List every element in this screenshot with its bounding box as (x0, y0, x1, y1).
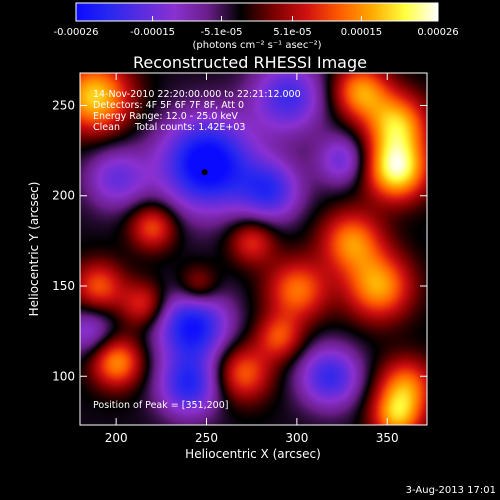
axis-ticks: 200 250 300 350 100 150 200 250 (52, 73, 427, 445)
x-tick-label: 350 (376, 431, 399, 445)
peak-marker (201, 169, 208, 176)
footer-date: 3-Aug-2013 17:01 (406, 485, 496, 496)
info-detectors: Detectors: 4F 5F 6F 7F 8F, Att 0 (93, 100, 244, 111)
colorbar: -0.00026 -0.00015 -5.1e-05 5.1e-05 0.00015 0.… (54, 2, 459, 51)
x-axis-label: Heliocentric X (arcsec) (185, 447, 321, 461)
colorbar-fill (75, 2, 439, 22)
colorbar-ticks: -0.00026 -0.00015 -5.1e-05 5.1e-05 0.00015 0.… (54, 16, 459, 38)
colorbar-tick-label: -0.00015 (130, 27, 175, 38)
y-axis-label: Heliocentric Y (arcsec) (27, 182, 41, 317)
colorbar-unit-label: (photons cm⁻² s⁻¹ asec⁻²) (192, 40, 321, 51)
info-clean-counts: Clean Total counts: 1.42E+03 (93, 122, 245, 133)
chart-title: Reconstructed RHESSI Image (133, 53, 367, 72)
colorbar-tick-label: 5.1e-05 (273, 27, 311, 38)
info-block: 14-Nov-2010 22:20:00.000 to 22:21:12.000… (93, 89, 301, 133)
y-tick-label: 150 (52, 279, 75, 293)
colorbar-tick-label: 0.00026 (417, 27, 458, 38)
x-tick-label: 300 (285, 431, 308, 445)
y-tick-label: 200 (52, 189, 75, 203)
info-time-range: 14-Nov-2010 22:20:00.000 to 22:21:12.000 (93, 89, 301, 100)
heatmap-image (80, 73, 427, 425)
y-tick-label: 100 (52, 369, 75, 383)
y-tick-label: 250 (52, 98, 75, 112)
colorbar-tick-label: -0.00026 (54, 27, 99, 38)
x-tick-label: 200 (105, 431, 128, 445)
info-energy-range: Energy Range: 12.0 - 25.0 keV (93, 111, 238, 122)
colorbar-tick-label: 0.00015 (341, 27, 382, 38)
colorbar-tick-label: -5.1e-05 (200, 27, 242, 38)
x-tick-label: 250 (195, 431, 218, 445)
plot-area: 200 250 300 350 100 150 200 250 14-Nov-2010 22:… (52, 72, 428, 445)
plot-frame (79, 72, 428, 426)
peak-position-label: Position of Peak = [351,200] (93, 400, 228, 411)
